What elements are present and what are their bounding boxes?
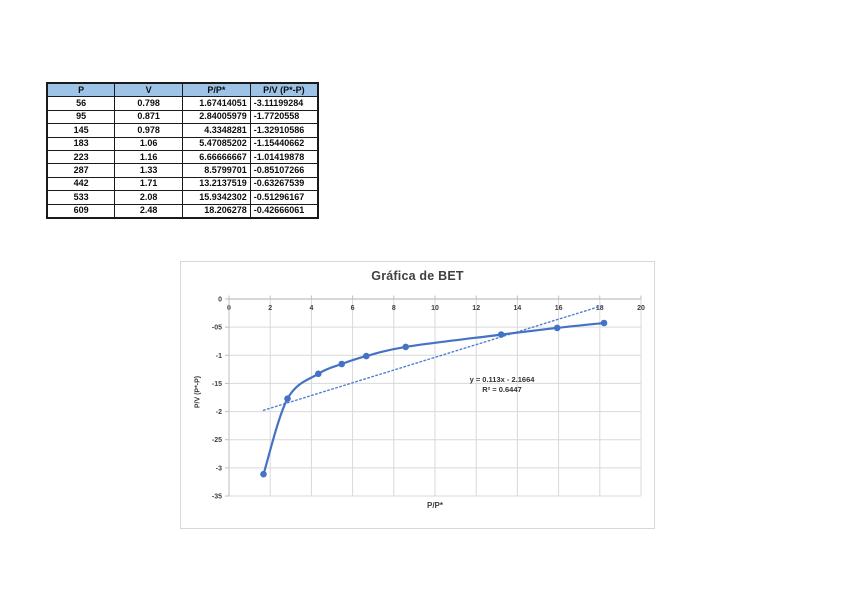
table-cell: -1.32910586 — [249, 123, 319, 138]
column-header: V — [114, 82, 183, 98]
data-point-marker — [338, 360, 345, 368]
table-cell: 8.5799701 — [182, 163, 251, 178]
table-cell: 0.871 — [114, 109, 183, 125]
table-cell: 1.33 — [114, 163, 183, 178]
trendline-equation: y = 0.113x - 2.1664 — [469, 375, 535, 384]
y-tick-label: -25 — [212, 437, 222, 444]
table-cell: -3.11199284 — [249, 96, 319, 111]
table-row: 145 0.978 4.3348281 -1.32910586 — [46, 123, 319, 138]
table-cell: -0.85107266 — [249, 163, 319, 178]
table-cell: 287 — [46, 163, 116, 178]
x-tick-label: 10 — [431, 305, 439, 312]
table-row: 287 1.33 8.5799701 -0.85107266 — [46, 163, 319, 178]
y-tick-label: -1 — [216, 353, 222, 360]
x-axis-title: P/P* — [426, 501, 443, 510]
table-cell: 1.16 — [114, 149, 183, 165]
table-cell: 6.66666667 — [182, 149, 251, 165]
y-tick-label: -15 — [212, 381, 222, 388]
trendline — [262, 304, 605, 411]
x-tick-label: 20 — [637, 305, 645, 312]
chart-canvas: 0 2 4 6 8 10 12 14 16 18 20 0 -05 -1 -15 -2 -25 -3 -35 — [212, 295, 645, 501]
gridlines — [228, 299, 642, 497]
table-cell: -0.63267539 — [249, 176, 319, 192]
x-tick-label: 6 — [351, 305, 355, 312]
trendline-r-squared: R² = 0.6447 — [482, 385, 522, 394]
table-cell: 609 — [46, 203, 116, 219]
table-row: 56 0.798 1.67414051 -3.11199284 — [46, 96, 319, 111]
table-cell: 2.48 — [114, 203, 183, 219]
y-tick-label: -3 — [216, 465, 222, 472]
data-point-marker — [600, 319, 608, 327]
table-cell: 13.2137519 — [182, 176, 251, 192]
table-cell: 533 — [46, 190, 116, 205]
table-row: 442 1.71 13.2137519 -0.63267539 — [46, 176, 319, 192]
y-axis: 0 -05 -1 -15 -2 -25 -3 -35 — [212, 297, 230, 501]
y-axis-title: P/V (P*-P) — [194, 375, 202, 409]
table-cell: 442 — [46, 176, 116, 192]
data-series-line — [262, 321, 606, 476]
trendline-annotation: y = 0.113x - 2.1664 R² = 0.6447 — [417, 375, 587, 395]
bet-data-table: P V P/P* P/V (P*-P) 56 0.798 1.67414051 -3.111… — [46, 82, 319, 219]
table-cell: 1.71 — [114, 176, 183, 192]
table-cell: 95 — [46, 109, 116, 125]
y-tick-label: 0 — [218, 297, 222, 304]
table-cell: 5.47085202 — [182, 136, 251, 151]
chart-title: Gráfica de BET — [371, 269, 464, 283]
column-header: P — [46, 82, 116, 98]
y-tick-label: -05 — [212, 325, 222, 332]
x-tick-label: 8 — [392, 305, 396, 312]
table-header: P V P/P* P/V (P*-P) — [46, 82, 319, 98]
column-header: P/V (P*-P) — [249, 82, 319, 98]
table-cell: -1.7720558 — [249, 109, 319, 125]
table-cell: 2.08 — [114, 190, 183, 205]
table-cell: 2.84005979 — [182, 109, 251, 125]
table-cell: -1.01419878 — [249, 149, 319, 165]
data-point-marker — [315, 370, 322, 378]
data-point-marker — [284, 395, 291, 402]
column-header: P/P* — [182, 82, 251, 98]
table-body: 56 0.798 1.67414051 -3.11199284 95 0.871 2.840… — [46, 96, 319, 219]
table-row: 183 1.06 5.47085202 -1.15440662 — [46, 136, 319, 151]
table-row: 609 2.48 18.206278 -0.42666061 — [46, 203, 319, 219]
x-tick-label: 12 — [472, 305, 480, 312]
y-tick-label: -35 — [212, 494, 222, 501]
table-cell: 183 — [46, 136, 116, 151]
table-row: 95 0.871 2.84005979 -1.7720558 — [46, 109, 319, 125]
x-axis: 02468101214161820 — [227, 295, 645, 312]
x-tick-label: 4 — [309, 305, 313, 312]
data-point-marker — [260, 470, 267, 478]
y-tick-label: -2 — [216, 409, 222, 416]
table-cell: 1.67414051 — [182, 96, 251, 111]
table-row: 533 2.08 15.9342302 -0.51296167 — [46, 190, 319, 205]
data-point-marker — [497, 331, 505, 338]
table-cell: 223 — [46, 149, 116, 165]
data-point-marker — [402, 343, 409, 351]
x-tick-label: 18 — [596, 305, 604, 312]
table-cell: 145 — [46, 123, 116, 138]
table-cell: 1.06 — [114, 136, 183, 151]
x-tick-label: 14 — [514, 305, 522, 312]
table-cell: 0.978 — [114, 123, 183, 138]
table-cell: 56 — [46, 96, 116, 111]
table-cell: 15.9342302 — [182, 190, 251, 205]
bet-chart: Gráfica de BET 0 2 4 6 8 10 12 14 16 18 20 0 -05 -1 -1… — [180, 261, 655, 529]
table-cell: 4.3348281 — [182, 123, 251, 138]
data-point-marker — [553, 324, 561, 332]
table-header-row: P V P/P* P/V (P*-P) — [46, 82, 319, 98]
table-cell: 0.798 — [114, 96, 183, 111]
table-cell: -0.51296167 — [249, 190, 319, 205]
x-tick-label: 16 — [555, 305, 563, 312]
table-cell: 18.206278 — [182, 203, 251, 219]
table-cell: -0.42666061 — [249, 203, 319, 219]
table-row: 223 1.16 6.66666667 -1.01419878 — [46, 149, 319, 165]
x-tick-label: 2 — [268, 305, 272, 312]
data-point-marker — [363, 352, 370, 360]
table-cell: -1.15440662 — [249, 136, 319, 151]
